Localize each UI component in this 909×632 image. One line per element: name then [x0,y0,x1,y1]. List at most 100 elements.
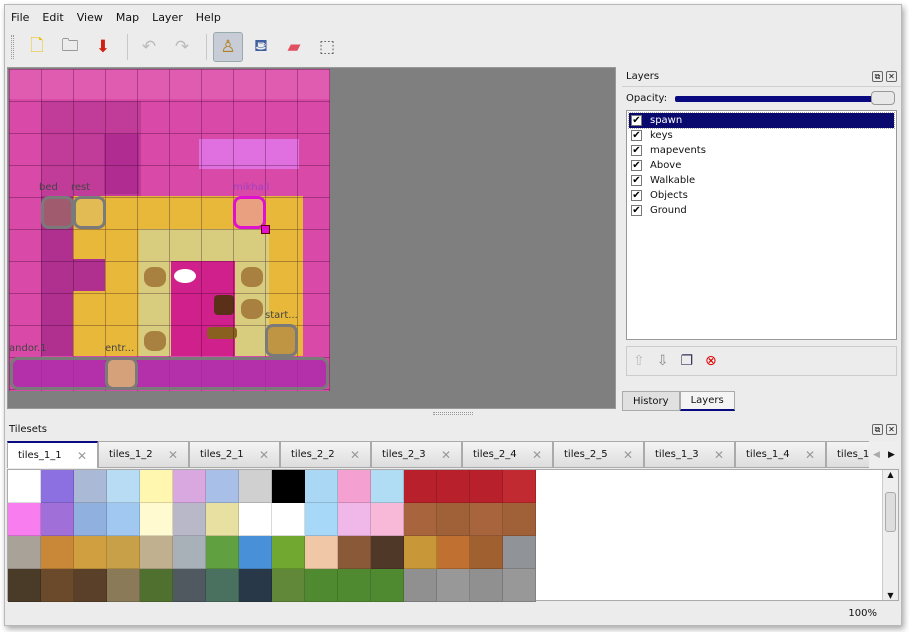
visibility-checkbox[interactable]: ✔ [631,130,642,141]
map-object-andor[interactable] [10,357,329,390]
tile[interactable] [107,569,140,602]
menu-layer[interactable]: Layer [152,10,183,24]
map-object-start[interactable] [265,324,298,357]
close-tab-icon[interactable]: ✕ [76,448,87,463]
tile[interactable] [74,536,107,569]
layer-item[interactable]: ✔ Above [629,158,894,173]
map-object-bed[interactable] [41,196,74,229]
tile[interactable] [371,503,404,536]
map-object-rest[interactable] [73,196,106,229]
toolbar-grip[interactable] [11,35,14,59]
tile[interactable] [338,470,371,503]
move-layer-down-icon[interactable]: ⇩ [656,353,669,369]
tile[interactable] [404,470,437,503]
map-object-entrance[interactable] [105,357,138,390]
scroll-right-icon[interactable]: ▶ [888,449,895,460]
tile-map[interactable]: bed rest mikhail start... andor.1 entr..… [9,69,330,391]
undo-icon[interactable]: ↶ [141,37,157,57]
tile[interactable] [272,470,305,503]
tile[interactable] [173,536,206,569]
close-tab-icon[interactable]: ✕ [258,447,269,462]
tile[interactable] [338,536,371,569]
tile[interactable] [404,569,437,602]
tile[interactable] [206,470,239,503]
tile[interactable] [74,503,107,536]
map-object-mikhail[interactable] [233,196,266,229]
tile[interactable] [140,470,173,503]
tile[interactable] [140,503,173,536]
scroll-down-icon[interactable]: ▼ [887,591,894,600]
tileset-tab[interactable]: tiles_2_1 ✕ [189,441,280,468]
tile[interactable] [107,503,140,536]
tile[interactable] [470,503,503,536]
tileset-tab[interactable]: tiles_1_3 ✕ [644,441,735,468]
tile[interactable] [239,569,272,602]
tile[interactable] [338,569,371,602]
tile[interactable] [503,569,536,602]
visibility-checkbox[interactable]: ✔ [631,115,642,126]
save-icon[interactable]: ⬇ [95,37,111,57]
tile[interactable] [470,470,503,503]
tile[interactable] [74,470,107,503]
tile[interactable] [503,503,536,536]
tile[interactable] [305,503,338,536]
menu-file[interactable]: File [11,10,30,24]
close-tab-icon[interactable]: ✕ [713,447,724,462]
tile[interactable] [437,569,470,602]
tile[interactable] [173,503,206,536]
tile[interactable] [305,470,338,503]
close-icon[interactable]: ✕ [886,423,897,435]
tile[interactable] [305,536,338,569]
tile[interactable] [107,470,140,503]
tile[interactable] [206,536,239,569]
float-icon[interactable]: ⧉ [872,423,883,435]
vertical-scrollbar[interactable]: ▲ ▼ [882,470,898,600]
tile[interactable] [338,503,371,536]
layer-item[interactable]: ✔ Walkable [629,173,894,188]
tile[interactable] [239,536,272,569]
close-tab-icon[interactable]: ✕ [349,447,360,462]
tileset-tab[interactable]: tiles_1_2 ✕ [98,441,189,468]
tab-layers[interactable]: Layers [679,391,735,411]
delete-layer-icon[interactable]: ⊗ [705,353,717,369]
opacity-slider-handle[interactable] [871,90,895,105]
rectangle-select-icon[interactable]: ⬚ [318,37,336,57]
tile[interactable] [437,470,470,503]
layer-item[interactable]: ✔ Objects [629,188,894,203]
tile[interactable] [8,503,41,536]
tile[interactable] [8,470,41,503]
tile[interactable] [305,569,338,602]
tile[interactable] [404,536,437,569]
tile[interactable] [8,569,41,602]
tile[interactable] [41,536,74,569]
menu-map[interactable]: Map [115,10,140,24]
tab-history[interactable]: History [622,391,680,411]
visibility-checkbox[interactable]: ✔ [631,145,642,156]
layer-item[interactable]: ✔ keys [629,128,894,143]
tile[interactable] [404,503,437,536]
eraser-icon[interactable]: ▰ [287,37,301,57]
tile[interactable] [239,470,272,503]
tileset-tab[interactable]: tiles_2_4 ✕ [462,441,553,468]
visibility-checkbox[interactable]: ✔ [631,190,642,201]
tileset-tab[interactable]: tiles_2_2 ✕ [280,441,371,468]
tileset-view[interactable]: ▲ ▼ [7,469,899,602]
menu-help[interactable]: Help [195,10,221,24]
tileset-tab[interactable]: tiles_2_5 ✕ [553,441,644,468]
tileset-tab[interactable]: tiles_1_4 ✕ [735,441,826,468]
tile[interactable] [74,569,107,602]
visibility-checkbox[interactable]: ✔ [631,205,642,216]
layer-item[interactable]: ✔ mapevents [629,143,894,158]
tile[interactable] [8,536,41,569]
close-tab-icon[interactable]: ✕ [622,447,633,462]
close-icon[interactable]: ✕ [886,71,897,82]
opacity-slider[interactable] [675,90,895,105]
visibility-checkbox[interactable]: ✔ [631,175,642,186]
tile[interactable] [239,503,272,536]
tile[interactable] [371,470,404,503]
splitter-handle[interactable] [433,412,473,415]
tile[interactable] [371,569,404,602]
tile[interactable] [107,536,140,569]
layer-item[interactable]: ✔ Ground [629,203,894,218]
scroll-up-icon[interactable]: ▲ [887,470,894,479]
